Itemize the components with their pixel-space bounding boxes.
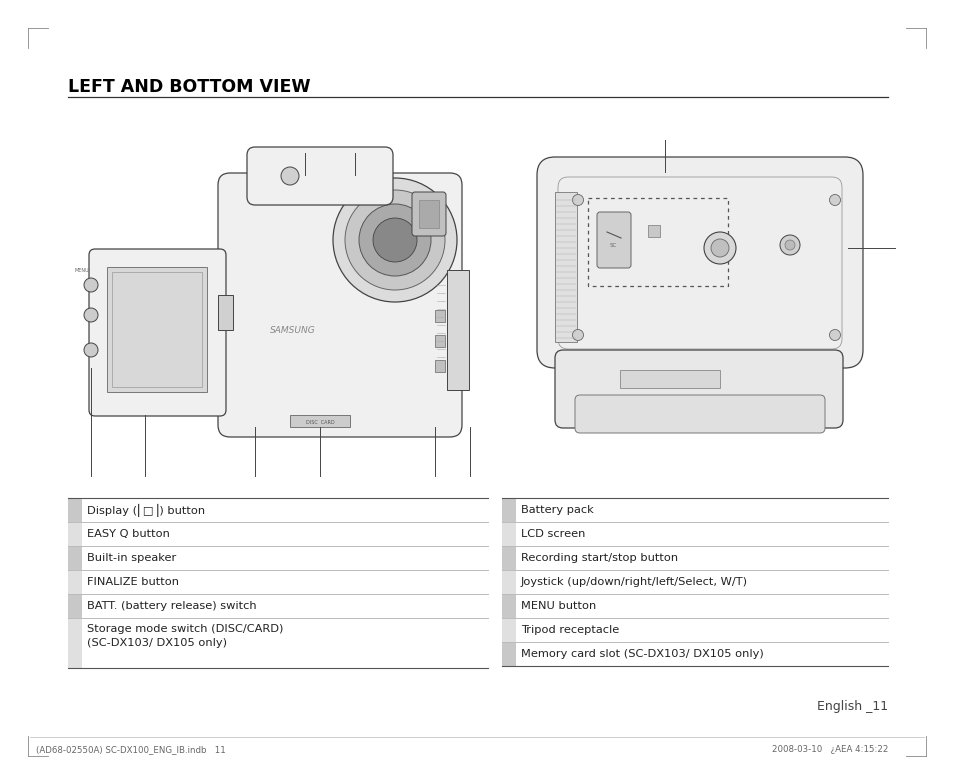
Bar — [447, 270, 469, 390]
Bar — [501, 570, 516, 594]
Circle shape — [358, 204, 431, 276]
Circle shape — [281, 167, 298, 185]
Circle shape — [828, 194, 840, 205]
Bar — [68, 594, 82, 618]
FancyBboxPatch shape — [575, 395, 824, 433]
Bar — [501, 546, 516, 570]
FancyBboxPatch shape — [412, 192, 446, 236]
Text: Memory card slot (SC-DX103/ DX105 only): Memory card slot (SC-DX103/ DX105 only) — [520, 649, 763, 659]
Circle shape — [710, 239, 728, 257]
Circle shape — [703, 232, 735, 264]
Circle shape — [828, 329, 840, 340]
Circle shape — [84, 343, 98, 357]
Bar — [68, 570, 82, 594]
Text: Display (⎜□⎟) button: Display (⎜□⎟) button — [87, 503, 205, 517]
Circle shape — [333, 178, 456, 302]
Circle shape — [84, 308, 98, 322]
Bar — [68, 618, 82, 668]
Bar — [418, 200, 438, 228]
Text: SAMSUNG: SAMSUNG — [270, 325, 315, 335]
Text: DISC  CARD: DISC CARD — [305, 419, 334, 424]
Bar — [218, 295, 233, 330]
Bar — [587, 198, 727, 286]
Text: Recording start/stop button: Recording start/stop button — [520, 553, 678, 563]
Text: LCD screen: LCD screen — [520, 529, 585, 539]
Circle shape — [784, 240, 794, 250]
Text: Battery pack: Battery pack — [520, 505, 593, 515]
Bar — [68, 522, 82, 546]
Text: BATT. (battery release) switch: BATT. (battery release) switch — [87, 601, 256, 611]
Text: (AD68-02550A) SC-DX100_ENG_IB.indb   11: (AD68-02550A) SC-DX100_ENG_IB.indb 11 — [36, 745, 226, 754]
Bar — [555, 192, 577, 342]
Circle shape — [780, 235, 800, 255]
Text: Joystick (up/down/right/left/Select, W/T): Joystick (up/down/right/left/Select, W/T… — [520, 577, 747, 587]
Circle shape — [84, 278, 98, 292]
Text: LEFT AND BOTTOM VIEW: LEFT AND BOTTOM VIEW — [68, 78, 310, 96]
Bar — [501, 618, 516, 642]
FancyBboxPatch shape — [218, 173, 461, 437]
Text: SC: SC — [609, 243, 617, 248]
Circle shape — [572, 194, 583, 205]
Bar — [68, 546, 82, 570]
Circle shape — [572, 329, 583, 340]
Text: Built-in speaker: Built-in speaker — [87, 553, 176, 563]
Bar — [435, 335, 444, 347]
FancyBboxPatch shape — [247, 147, 393, 205]
Text: MENU button: MENU button — [520, 601, 596, 611]
Bar — [647, 225, 659, 237]
Bar — [68, 498, 82, 522]
Bar — [112, 272, 202, 387]
Text: (SC-DX103/ DX105 only): (SC-DX103/ DX105 only) — [87, 638, 227, 648]
Bar — [435, 360, 444, 372]
Text: Tripod receptacle: Tripod receptacle — [520, 625, 618, 635]
Bar — [501, 498, 516, 522]
Bar — [619, 370, 720, 388]
Circle shape — [345, 190, 444, 290]
Bar — [501, 594, 516, 618]
Bar — [501, 642, 516, 666]
Bar — [435, 310, 444, 322]
Text: FINALIZE button: FINALIZE button — [87, 577, 179, 587]
Bar — [290, 415, 350, 427]
Text: English _11: English _11 — [816, 700, 887, 713]
Text: Storage mode switch (DISC/CARD): Storage mode switch (DISC/CARD) — [87, 624, 283, 634]
Text: MENU: MENU — [74, 268, 90, 273]
Text: EASY Q button: EASY Q button — [87, 529, 170, 539]
FancyBboxPatch shape — [537, 157, 862, 368]
FancyBboxPatch shape — [89, 249, 226, 416]
Bar — [501, 522, 516, 546]
FancyBboxPatch shape — [555, 350, 842, 428]
FancyBboxPatch shape — [597, 212, 630, 268]
Bar — [107, 267, 207, 392]
Text: 2008-03-10   ¿AEA 4:15:22: 2008-03-10 ¿AEA 4:15:22 — [771, 745, 887, 754]
Circle shape — [373, 218, 416, 262]
